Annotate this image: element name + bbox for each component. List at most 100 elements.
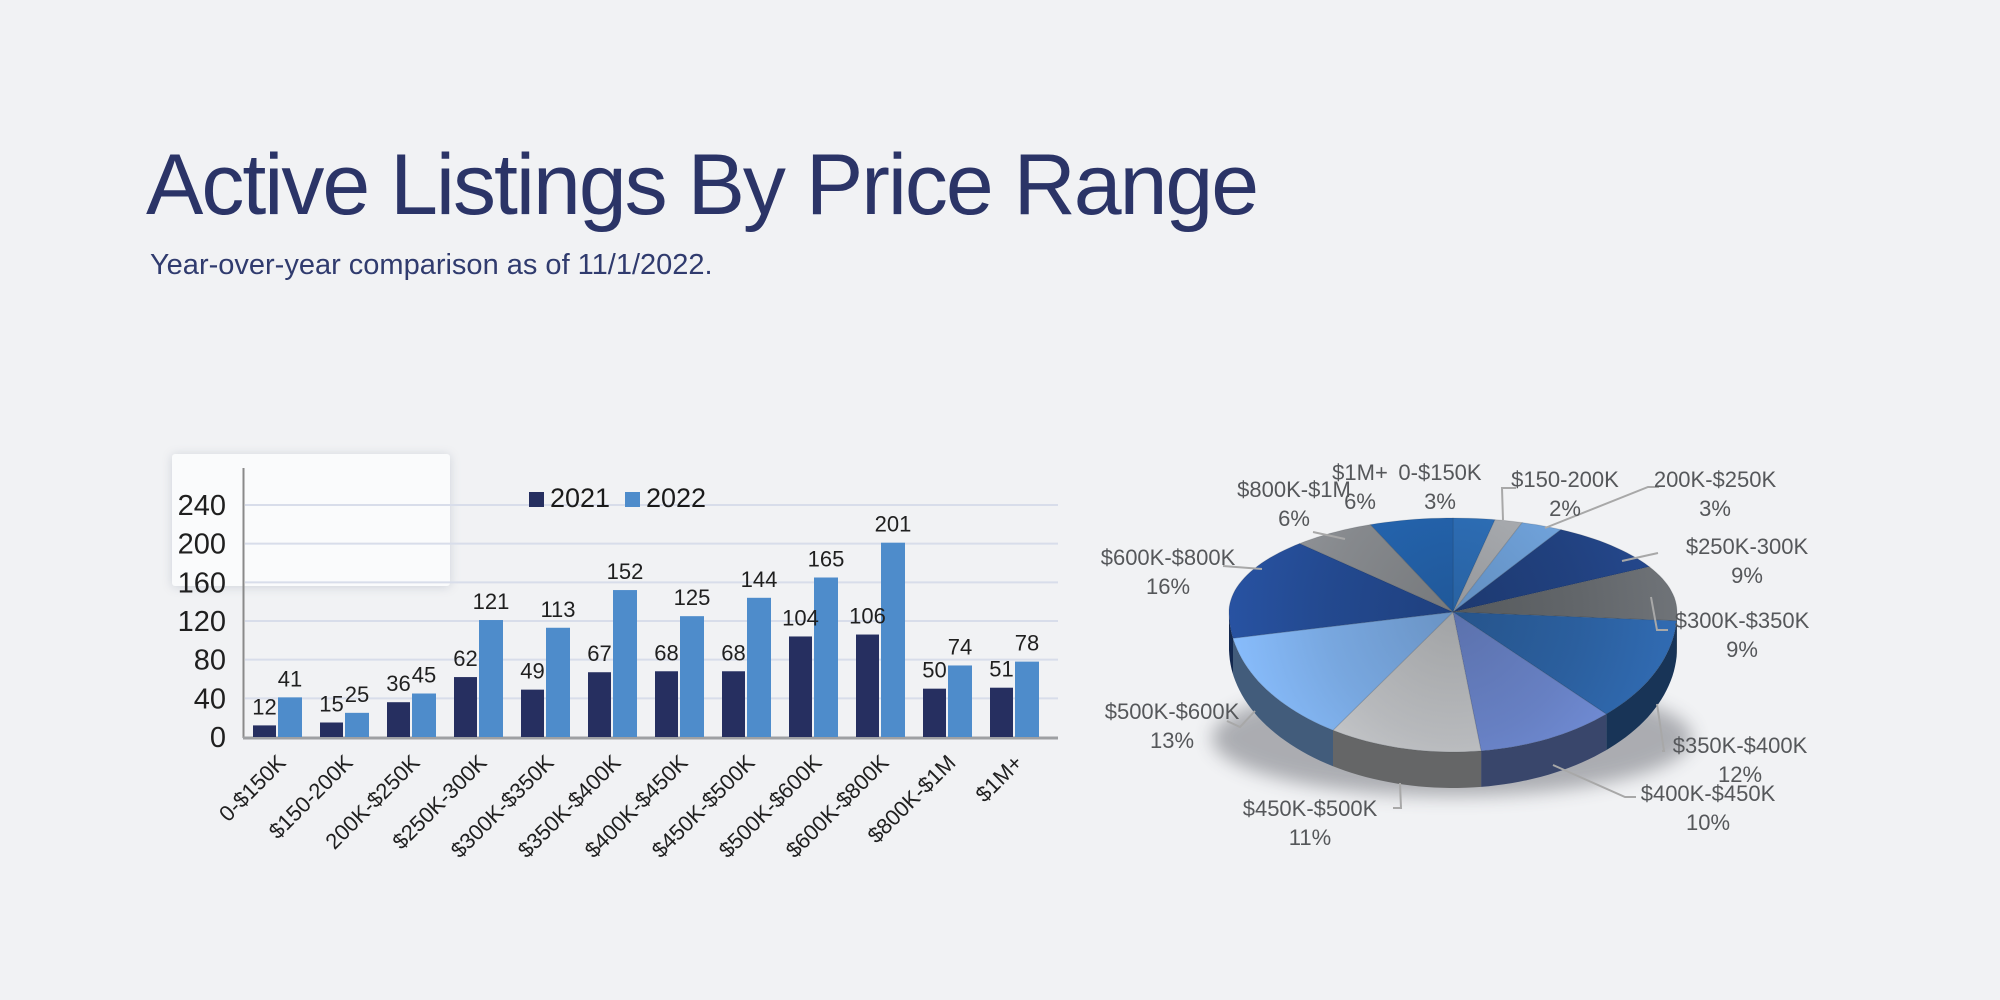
leader-line [1312, 531, 1346, 540]
bar-2021 [655, 671, 678, 737]
pie-slice-label: $150-200K 2% [1511, 467, 1619, 521]
bar-value-label: 12 [252, 694, 276, 719]
leader-line [1552, 764, 1636, 798]
bar-2021 [253, 725, 276, 737]
pie-slice-label: $800K-$1M 6% [1237, 477, 1351, 531]
page-subtitle: Year-over-year comparison as of 11/1/202… [150, 249, 713, 281]
category-label: $1M+ [971, 750, 1028, 807]
y-tick-label: 120 [178, 606, 226, 638]
bar-2022 [1015, 661, 1039, 737]
bar-2022 [278, 697, 302, 737]
pie-label-range: $500K-$600K [1105, 699, 1240, 724]
pie-label-percent: 12% [1718, 762, 1762, 787]
y-tick-label: 0 [210, 722, 226, 754]
bar-2021 [789, 636, 812, 737]
pie-label-range: $350K-$400K [1673, 733, 1808, 758]
pie-slice [1228, 542, 1455, 639]
bar-2022 [680, 616, 704, 737]
leader-line [1222, 565, 1263, 570]
pie-slice-label: $600K-$800K 16% [1101, 545, 1236, 599]
bar-value-label: 25 [345, 682, 369, 707]
bar-value-label: 104 [782, 605, 819, 630]
pie-slice [1452, 610, 1608, 752]
bar-2022 [546, 627, 570, 737]
pie-chart: 0-$150K 3% $150-200K 2% 200K-$250K 3% $250K-30… [1101, 460, 1810, 850]
legend-label-2021: 2021 [550, 483, 610, 513]
legend-label-2022: 2022 [646, 483, 706, 513]
bar-2021 [856, 634, 879, 737]
pie-slice-label: $400K-$450K 10% [1641, 781, 1776, 835]
bar-value-label: 125 [674, 585, 711, 610]
pie-slice [1232, 611, 1455, 731]
bar-value-label: 51 [989, 657, 1013, 682]
pie-slice-label: $500K-$600K 13% [1105, 699, 1240, 753]
bar-2021 [923, 688, 946, 737]
legend-swatch-2021 [529, 492, 544, 507]
bar-2021 [588, 672, 611, 737]
pie-slice-label: $450K-$500K 11% [1243, 796, 1378, 850]
pie-label-range: $1M+ [1332, 460, 1388, 485]
pie-label-percent: 3% [1424, 489, 1456, 514]
pie-label-percent: 9% [1731, 563, 1763, 588]
bar-value-label: 78 [1015, 631, 1039, 656]
background-panel [172, 454, 450, 586]
leader-line [1621, 552, 1659, 562]
bar-2021 [387, 702, 410, 737]
bar-value-label: 68 [721, 640, 745, 665]
leader-line [1544, 486, 1659, 529]
y-tick-label: 240 [178, 490, 226, 522]
bar-2022 [747, 597, 771, 737]
pie-slice [1452, 517, 1496, 613]
pie-label-percent: 11% [1289, 825, 1331, 850]
legend-swatch-2022 [625, 492, 640, 507]
pie-slice [1452, 522, 1563, 613]
leader-line [1650, 596, 1668, 631]
bar-value-label: 201 [875, 512, 912, 537]
bar-value-label: 106 [849, 604, 886, 629]
pie-slice [1452, 529, 1651, 613]
pie-slice-side [1333, 730, 1482, 788]
pie-label-range: $450K-$500K [1243, 796, 1378, 821]
bar-value-label: 41 [278, 666, 302, 691]
bar-2022 [412, 693, 436, 737]
bar-value-label: 121 [473, 589, 510, 614]
bar-2021 [722, 671, 745, 737]
pie-slice-label: $300K-$350K 9% [1675, 608, 1810, 662]
pie-slice [1452, 566, 1678, 622]
pie-slice-label: 200K-$250K 3% [1654, 467, 1777, 521]
y-tick-label: 160 [178, 567, 226, 599]
pie-slice [1369, 517, 1454, 614]
bar-value-label: 68 [654, 640, 678, 665]
bar-2022 [613, 590, 637, 737]
pie-label-percent: 9% [1726, 637, 1758, 662]
bar-2021 [990, 687, 1013, 737]
bar-2022 [814, 577, 838, 737]
pie-slice-label: $1M+ 6% [1332, 460, 1388, 514]
leader-line [1226, 710, 1256, 729]
pie-label-range: 0-$150K [1398, 460, 1482, 485]
pie-label-percent: 10% [1686, 810, 1730, 835]
pie-label-percent: 16% [1146, 574, 1190, 599]
pie-slice-side [1606, 620, 1677, 751]
y-tick-label: 200 [178, 529, 226, 561]
pie-label-percent: 3% [1699, 496, 1731, 521]
page-title: Active Listings By Price Range [146, 137, 1259, 233]
pie-slice-label: 0-$150K 3% [1398, 460, 1482, 514]
pie-label-percent: 6% [1344, 489, 1376, 514]
bar-value-label: 144 [741, 567, 778, 592]
pie-slice [1298, 524, 1454, 613]
bar-value-label: 50 [922, 658, 946, 683]
bar-value-label: 74 [948, 634, 972, 659]
pie-label-range: $150-200K [1511, 467, 1619, 492]
pie-slice [1332, 610, 1482, 753]
bar-2021 [521, 689, 544, 737]
pie-label-percent: 2% [1549, 496, 1581, 521]
pie-label-range: $800K-$1M [1237, 477, 1351, 502]
leader-line [1656, 703, 1666, 752]
pie-slice-side [1233, 638, 1333, 767]
pie-slice-side [1229, 612, 1233, 675]
bar-value-label: 62 [453, 646, 477, 671]
legend: 2021 2022 [529, 483, 706, 513]
